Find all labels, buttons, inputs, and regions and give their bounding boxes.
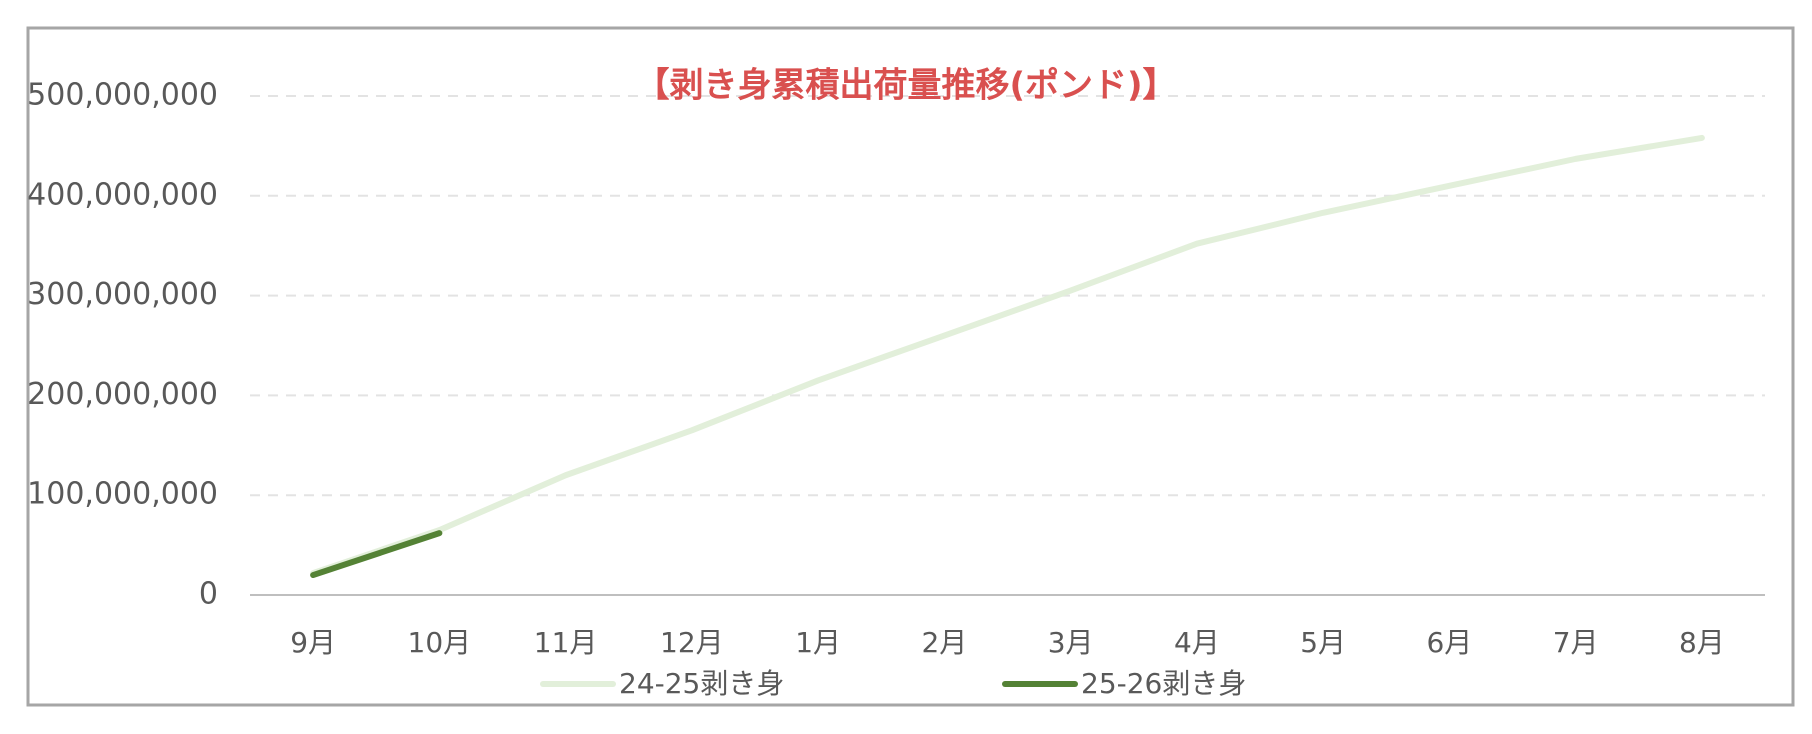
- y-tick-label: 500,000,000: [27, 78, 218, 113]
- x-tick-label: 4月: [1174, 626, 1220, 659]
- x-tick-label: 5月: [1300, 626, 1346, 659]
- y-tick-label: 0: [199, 577, 218, 612]
- y-tick-label: 200,000,000: [27, 377, 218, 412]
- x-tick-label: 9月: [290, 626, 336, 659]
- series-line: [310, 530, 443, 579]
- y-tick-label: 400,000,000: [27, 177, 218, 212]
- x-tick-label: 6月: [1426, 626, 1472, 659]
- x-tick-label: 12月: [660, 626, 724, 659]
- x-tick-label: 11月: [534, 626, 598, 659]
- chart-title: 【剥き身累積出荷量推移(ポンド)】: [635, 66, 1176, 106]
- x-tick-label: 2月: [921, 626, 967, 659]
- x-tick-label: 3月: [1048, 626, 1094, 659]
- legend-label: 24-25剥き身: [619, 667, 784, 700]
- x-tick-label: 8月: [1679, 626, 1725, 659]
- legend-label: 25-26剥き身: [1081, 667, 1246, 700]
- x-tick-label: 10月: [408, 626, 472, 659]
- y-tick-label: 300,000,000: [27, 277, 218, 312]
- x-tick-label: 7月: [1553, 626, 1599, 659]
- series-line: [310, 134, 1705, 577]
- chart-border: [26, 26, 1795, 707]
- x-tick-label: 1月: [795, 626, 841, 659]
- y-tick-label: 100,000,000: [27, 477, 218, 512]
